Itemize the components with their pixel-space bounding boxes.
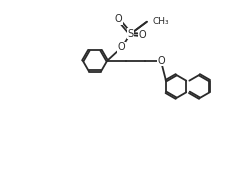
Text: O: O (115, 14, 122, 24)
Text: S: S (127, 29, 134, 39)
Text: CH₃: CH₃ (153, 17, 169, 26)
Text: O: O (157, 56, 165, 66)
Text: O: O (139, 30, 146, 40)
Text: O: O (118, 42, 125, 52)
